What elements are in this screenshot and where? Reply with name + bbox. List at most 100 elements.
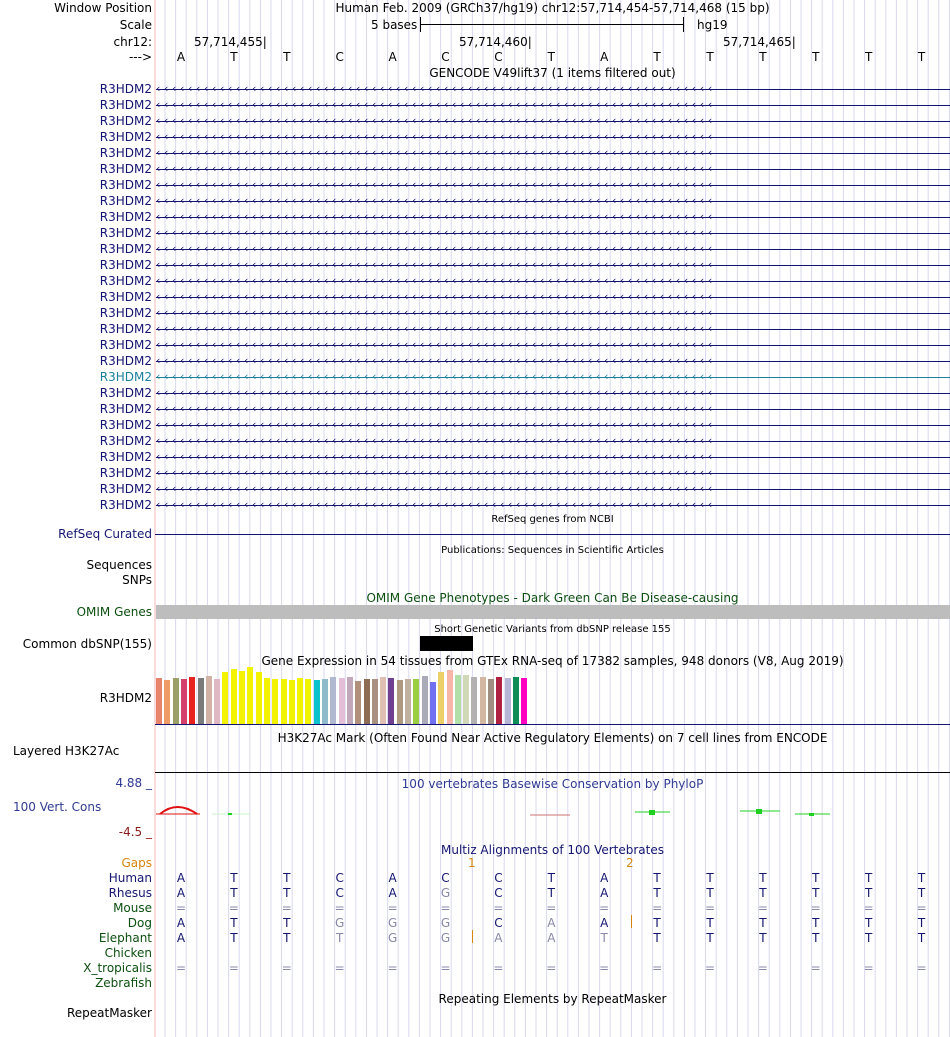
- gencode-gene-label[interactable]: R3HDM2: [99, 386, 152, 400]
- sequences-label[interactable]: Sequences: [86, 558, 152, 572]
- gencode-transcript[interactable]: [156, 185, 950, 186]
- gencode-gene-label[interactable]: R3HDM2: [99, 194, 152, 208]
- gencode-gene-label[interactable]: R3HDM2: [99, 306, 152, 320]
- gencode-transcript[interactable]: [156, 505, 950, 506]
- gtex-tissue-bar[interactable]: [479, 677, 486, 724]
- gtex-tissue-bar[interactable]: [247, 667, 254, 724]
- gencode-gene-label[interactable]: R3HDM2: [99, 226, 152, 240]
- phylop-label[interactable]: 100 Vert. Cons: [13, 800, 102, 814]
- gtex-tissue-bar[interactable]: [280, 679, 287, 724]
- gtex-tissue-bar[interactable]: [446, 670, 453, 724]
- h3k27ac-label[interactable]: Layered H3K27Ac: [13, 744, 120, 758]
- gencode-gene-label[interactable]: R3HDM2: [99, 434, 152, 448]
- gencode-gene-label[interactable]: R3HDM2: [99, 338, 152, 352]
- gtex-tissue-bar[interactable]: [197, 678, 204, 724]
- gencode-gene-label[interactable]: R3HDM2: [99, 146, 152, 160]
- multiz-title[interactable]: Multiz Alignments of 100 Vertebrates: [440, 843, 665, 857]
- gencode-gene-label[interactable]: R3HDM2: [99, 98, 152, 112]
- gtex-tissue-bar[interactable]: [463, 675, 470, 724]
- gencode-transcript[interactable]: [156, 489, 950, 490]
- gencode-transcript[interactable]: [156, 457, 950, 458]
- species-label[interactable]: Elephant: [98, 931, 152, 945]
- h3k27ac-title[interactable]: H3K27Ac Mark (Often Found Near Active Re…: [277, 731, 828, 745]
- gtex-tissue-bar[interactable]: [330, 677, 337, 724]
- dbsnp-variant[interactable]: [420, 636, 473, 651]
- dbsnp-title[interactable]: Short Genetic Variants from dbSNP releas…: [434, 624, 671, 635]
- gencode-gene-label[interactable]: R3HDM2: [99, 450, 152, 464]
- gtex-tissue-bar[interactable]: [180, 679, 187, 724]
- gtex-tissue-bar[interactable]: [305, 679, 312, 724]
- gencode-transcript[interactable]: [156, 153, 950, 154]
- gencode-transcript[interactable]: [156, 105, 950, 106]
- gtex-tissue-bar[interactable]: [388, 678, 395, 724]
- species-label[interactable]: X_tropicalis: [83, 961, 152, 975]
- gencode-gene-label[interactable]: R3HDM2: [99, 402, 152, 416]
- gtex-tissue-bar[interactable]: [263, 678, 270, 724]
- gencode-gene-label[interactable]: R3HDM2: [99, 466, 152, 480]
- repeatmasker-label[interactable]: RepeatMasker: [66, 1006, 152, 1020]
- gap-marker-2[interactable]: 2: [626, 856, 634, 870]
- gencode-gene-label[interactable]: R3HDM2: [99, 242, 152, 256]
- gencode-gene-label[interactable]: R3HDM2: [99, 290, 152, 304]
- gencode-transcript[interactable]: [156, 425, 950, 426]
- gencode-gene-label[interactable]: R3HDM2: [99, 370, 152, 384]
- gtex-tissue-bar[interactable]: [405, 679, 411, 724]
- dbsnp-label[interactable]: Common dbSNP(155): [22, 637, 152, 651]
- repeatmasker-title[interactable]: Repeating Elements by RepeatMasker: [438, 992, 667, 1006]
- gtex-tissue-bar[interactable]: [380, 677, 387, 724]
- gtex-tissue-bar[interactable]: [504, 678, 511, 724]
- omim-bar[interactable]: [156, 605, 950, 619]
- gencode-gene-label[interactable]: R3HDM2: [99, 82, 152, 96]
- refseq-label[interactable]: RefSeq Curated: [58, 527, 152, 541]
- gtex-tissue-bar[interactable]: [156, 678, 162, 724]
- gencode-gene-label[interactable]: R3HDM2: [99, 274, 152, 288]
- gencode-transcript[interactable]: [156, 169, 950, 170]
- gtex-tissue-bar[interactable]: [421, 676, 428, 724]
- gencode-gene-label[interactable]: R3HDM2: [99, 258, 152, 272]
- gtex-tissue-bar[interactable]: [438, 672, 445, 724]
- gtex-tissue-bar[interactable]: [189, 677, 196, 724]
- gencode-transcript[interactable]: [156, 345, 950, 346]
- species-label[interactable]: Human: [108, 871, 152, 885]
- species-label[interactable]: Zebrafish: [95, 976, 152, 990]
- refseq-title[interactable]: RefSeq genes from NCBI: [491, 514, 614, 525]
- species-label[interactable]: Rhesus: [108, 886, 152, 900]
- gtex-tissue-bar[interactable]: [496, 677, 503, 724]
- gtex-tissue-bar[interactable]: [297, 678, 304, 724]
- gtex-tissue-bar[interactable]: [313, 680, 320, 724]
- gtex-tissue-bar[interactable]: [363, 679, 370, 724]
- gtex-tissue-bar[interactable]: [346, 677, 353, 724]
- gencode-transcript[interactable]: [156, 249, 950, 250]
- gtex-tissue-bar[interactable]: [454, 675, 461, 724]
- publications-title[interactable]: Publications: Sequences in Scientific Ar…: [441, 545, 664, 556]
- gtex-tissue-bar[interactable]: [413, 679, 420, 724]
- species-label[interactable]: Mouse: [113, 901, 152, 915]
- gtex-tissue-bar[interactable]: [214, 679, 221, 724]
- gtex-tissue-bar[interactable]: [371, 679, 378, 724]
- gtex-tissue-bar[interactable]: [488, 679, 494, 724]
- gencode-transcript[interactable]: [156, 441, 950, 442]
- snps-label[interactable]: SNPs: [122, 573, 152, 587]
- gencode-transcript[interactable]: [156, 265, 950, 266]
- gencode-transcript[interactable]: [156, 201, 950, 202]
- gencode-transcript[interactable]: [156, 329, 950, 330]
- gencode-transcript[interactable]: [156, 89, 950, 90]
- species-label[interactable]: Dog: [127, 916, 152, 930]
- gap-marker-1[interactable]: 1: [468, 856, 476, 870]
- gtex-tissue-bar[interactable]: [205, 676, 212, 724]
- gtex-tissue-bar[interactable]: [396, 680, 403, 724]
- gencode-transcript[interactable]: [156, 361, 950, 362]
- phylop-signal[interactable]: [155, 800, 950, 822]
- gencode-gene-label[interactable]: R3HDM2: [99, 114, 152, 128]
- gencode-transcript[interactable]: [156, 313, 950, 314]
- gtex-tissue-bar[interactable]: [355, 681, 362, 724]
- phylop-title[interactable]: 100 vertebrates Basewise Conservation by…: [401, 777, 704, 791]
- gencode-transcript[interactable]: [156, 217, 950, 218]
- gencode-gene-label[interactable]: R3HDM2: [99, 178, 152, 192]
- gtex-tissue-bar[interactable]: [255, 672, 262, 724]
- gtex-title[interactable]: Gene Expression in 54 tissues from GTEx …: [261, 654, 844, 668]
- gtex-bars[interactable]: [155, 666, 535, 724]
- gencode-transcript[interactable]: [156, 121, 950, 122]
- gencode-gene-label[interactable]: R3HDM2: [99, 482, 152, 496]
- gtex-tissue-bar[interactable]: [272, 679, 279, 724]
